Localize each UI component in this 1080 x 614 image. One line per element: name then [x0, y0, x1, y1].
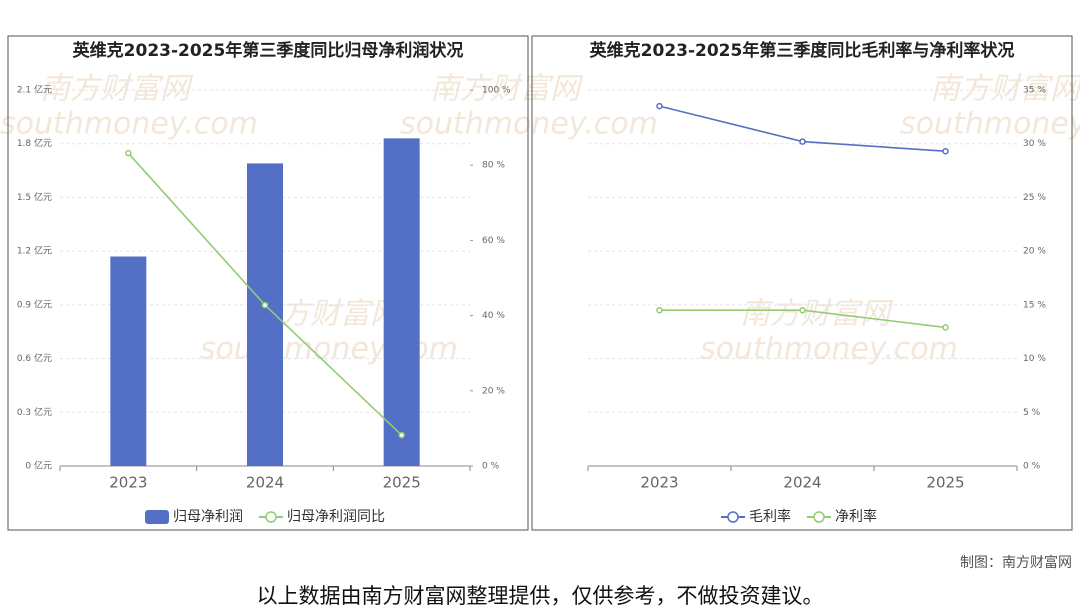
x-tick-label: 2024 — [246, 474, 284, 492]
legend-swatch — [145, 510, 169, 524]
point — [942, 147, 949, 155]
bar — [247, 163, 283, 466]
y-tick-label: 5 % — [1023, 408, 1041, 418]
y-tick-label: 0.3 亿元 — [17, 406, 52, 418]
point — [125, 149, 132, 157]
x-tick-label: 2023 — [109, 474, 147, 492]
y-tick-label: 0.9 亿元 — [17, 298, 52, 310]
watermark: 南方财富网 — [40, 72, 194, 107]
y-tick-label: 0 亿元 — [25, 460, 52, 472]
watermark: 南方财富网 — [430, 72, 584, 107]
chart-title: 英维克2023-2025年第三季度同比毛利率与净利率状况 — [590, 40, 1015, 61]
point — [942, 324, 949, 331]
y-tick-label: 1.5 亿元 — [17, 191, 52, 203]
point — [656, 306, 663, 314]
y-tick-label: 10 % — [1023, 354, 1046, 364]
legend-label: 归母净利润同比 — [287, 508, 385, 525]
y-tick-label: 30 % — [1023, 139, 1046, 149]
disclaimer: 以上数据由南方财富网整理提供，仅供参考，不做投资建议。 — [257, 584, 824, 608]
watermark: southmoney.com — [700, 332, 958, 367]
y-tick-label: 20 % — [1023, 247, 1046, 257]
legend-label: 归母净利润 — [173, 508, 243, 525]
y2-tick-label: 100 % — [482, 86, 511, 96]
y2-tick-label: 0 % — [482, 462, 500, 472]
y-tick-label: 1.8 亿元 — [17, 137, 52, 149]
x-tick-label: 2023 — [640, 474, 678, 492]
bar — [110, 256, 147, 466]
x-tick-label: 2025 — [383, 474, 421, 492]
y2-tick-label: 20 % — [482, 386, 505, 396]
legend-label: 毛利率 — [749, 508, 791, 525]
y-tick-label: 25 % — [1023, 193, 1046, 203]
legend-swatch — [813, 511, 825, 523]
watermark: southmoney.com — [400, 107, 658, 142]
watermark: southmoney.com — [900, 107, 1080, 142]
point — [261, 301, 269, 309]
watermark: 南方财富网 — [930, 72, 1080, 107]
panel — [7, 35, 529, 531]
y-tick-label: 1.2 亿元 — [17, 245, 52, 257]
credit: 制图：南方财富网 — [960, 554, 1072, 571]
bar — [383, 138, 420, 467]
legend-label: 净利率 — [835, 508, 877, 525]
watermark: southmoney.com — [0, 107, 258, 142]
point — [799, 306, 806, 314]
chart-title: 英维克2023-2025年第三季度同比归母净利润状况 — [73, 40, 464, 61]
x-tick-label: 2025 — [926, 474, 964, 492]
y-tick-label: 35 % — [1023, 86, 1046, 96]
legend-swatch — [265, 511, 277, 523]
panel — [531, 35, 1073, 531]
legend-swatch — [727, 511, 739, 523]
watermark: 南方财富网 — [740, 297, 894, 332]
y-tick-label: 0.6 亿元 — [17, 352, 52, 364]
y-tick-label: 2.1 亿元 — [17, 84, 52, 96]
y2-tick-label: 80 % — [482, 161, 505, 171]
y-tick-label: 0 % — [1023, 462, 1041, 472]
y2-tick-label: 60 % — [482, 236, 505, 246]
point — [799, 138, 806, 145]
x-tick-label: 2024 — [783, 474, 821, 492]
point — [656, 102, 663, 110]
point — [398, 431, 405, 439]
y2-tick-label: 40 % — [482, 311, 505, 321]
y-tick-label: 15 % — [1023, 300, 1046, 310]
